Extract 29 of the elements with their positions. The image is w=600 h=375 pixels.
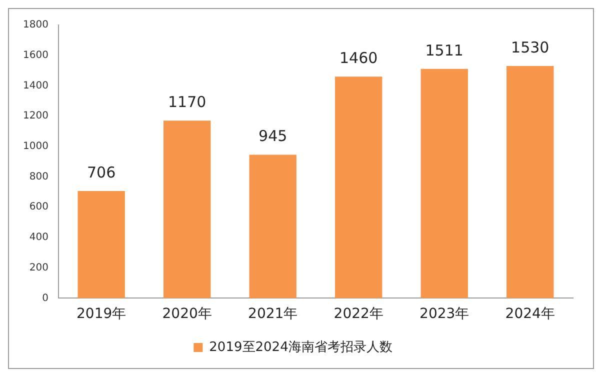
data-label: 1170 [168, 93, 206, 112]
y-tick-label: 1000 [22, 141, 48, 152]
data-label: 706 [87, 163, 116, 182]
data-label: 1511 [425, 41, 464, 60]
y-tick-label: 1600 [22, 50, 48, 61]
data-label: 1530 [511, 38, 550, 56]
x-tick-label: 2022年 [334, 306, 384, 322]
x-tick-label: 2019年 [76, 306, 126, 322]
bar [506, 66, 554, 298]
data-label: 945 [258, 127, 288, 146]
y-tick-label: 200 [29, 262, 48, 274]
bar [164, 120, 211, 298]
y-tick-label: 1200 [22, 110, 48, 122]
y-tick-label: 800 [29, 171, 48, 182]
y-tick-label: 1400 [22, 80, 48, 92]
y-tick-label: 0 [42, 292, 48, 304]
legend-label: 2019至2024海南省考招录人数 [209, 340, 392, 355]
bar [335, 76, 382, 298]
x-tick-label: 2024年 [505, 306, 555, 322]
x-tick-label: 2021年 [248, 306, 298, 322]
data-label: 1460 [340, 48, 378, 67]
y-tick-label: 400 [29, 232, 48, 244]
y-tick-label: 1800 [22, 20, 48, 31]
x-tick-label: 2020年 [162, 306, 212, 322]
bar [420, 68, 468, 298]
bar [249, 154, 296, 298]
bar [78, 191, 125, 298]
x-tick-label: 2023年 [420, 306, 470, 322]
y-tick-label: 600 [29, 202, 48, 213]
